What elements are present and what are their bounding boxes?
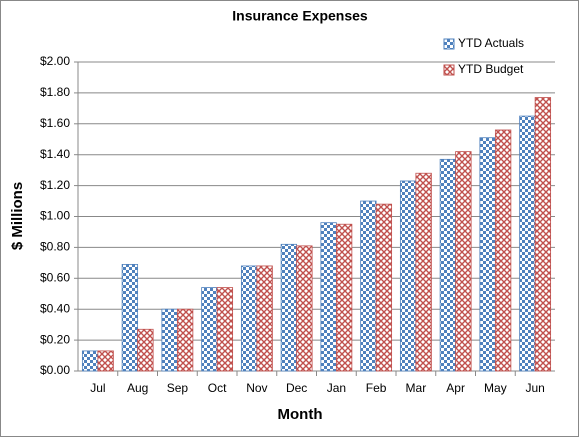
x-tick-label: Apr	[446, 381, 465, 395]
x-tick-label: Dec	[286, 381, 307, 395]
bar	[137, 328, 154, 372]
bar	[439, 158, 457, 372]
x-tick-label: May	[484, 381, 507, 395]
x-tick-label: Jun	[525, 381, 544, 395]
legend-label: YTD Budget	[458, 62, 524, 76]
bar	[455, 151, 472, 372]
bar	[240, 265, 258, 372]
x-tick-label: Oct	[208, 381, 227, 395]
y-tick-label: $1.80	[40, 85, 70, 99]
bar	[81, 350, 99, 372]
x-tick-label: Aug	[127, 381, 148, 395]
bar	[176, 308, 194, 372]
bar	[97, 350, 114, 372]
bar	[360, 200, 377, 372]
bar	[534, 97, 552, 372]
legend-label: YTD Actuals	[458, 36, 524, 50]
bar	[201, 287, 218, 372]
chart-title: Insurance Expenses	[232, 8, 368, 24]
y-tick-label: $0.40	[40, 301, 70, 315]
y-tick-label: $1.60	[40, 116, 70, 130]
x-tick-label: Jan	[327, 381, 346, 395]
bar	[161, 308, 178, 372]
x-tick-label: Mar	[406, 381, 427, 395]
bar	[494, 129, 512, 372]
bar	[335, 223, 353, 372]
x-tick-label: Sep	[167, 381, 189, 395]
bar	[121, 263, 139, 372]
y-tick-label: $1.20	[40, 178, 70, 192]
y-tick-label: $2.00	[40, 54, 70, 68]
bar	[479, 137, 496, 372]
bar	[375, 203, 393, 372]
bar	[320, 222, 337, 372]
bar	[519, 115, 536, 372]
y-tick-label: $0.80	[40, 240, 70, 254]
y-tick-label: $0.00	[40, 363, 70, 377]
legend-swatch	[443, 38, 455, 50]
bar	[415, 172, 432, 372]
bar	[280, 243, 298, 372]
bar	[296, 245, 313, 372]
x-tick-label: Feb	[366, 381, 387, 395]
x-tick-label: Jul	[90, 381, 105, 395]
bar	[216, 287, 234, 372]
x-tick-label: Nov	[246, 381, 267, 395]
bar	[399, 180, 417, 372]
y-tick-label: $1.00	[40, 209, 70, 223]
x-axis-label: Month	[278, 406, 323, 423]
y-tick-label: $0.20	[40, 332, 70, 346]
bar	[256, 265, 273, 372]
y-tick-label: $1.40	[40, 147, 70, 161]
y-tick-label: $0.60	[40, 270, 70, 284]
legend-swatch	[443, 64, 455, 76]
y-axis-label: $ Millions	[9, 182, 26, 250]
